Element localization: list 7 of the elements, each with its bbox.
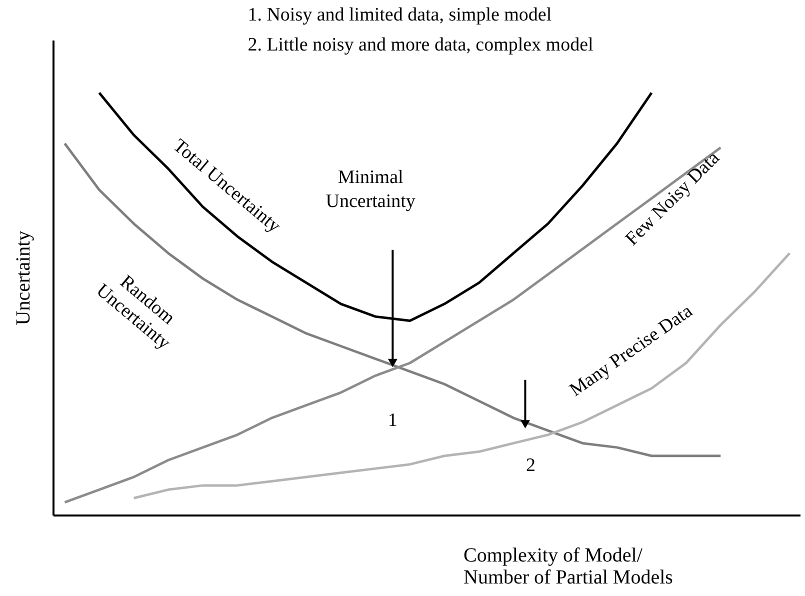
- text: 1. Noisy and limited data, simple model: [248, 4, 552, 26]
- annotation: 2: [526, 455, 536, 476]
- text: 2. Little noisy and more data, complex model: [248, 34, 594, 56]
- annotation: 1: [388, 410, 398, 431]
- x-axis-title: Complexity of Model/ Number of Partial Models: [464, 544, 674, 588]
- y-axis-title: Uncertainty: [12, 230, 34, 326]
- annotation: Minimal Uncertainty: [326, 167, 416, 212]
